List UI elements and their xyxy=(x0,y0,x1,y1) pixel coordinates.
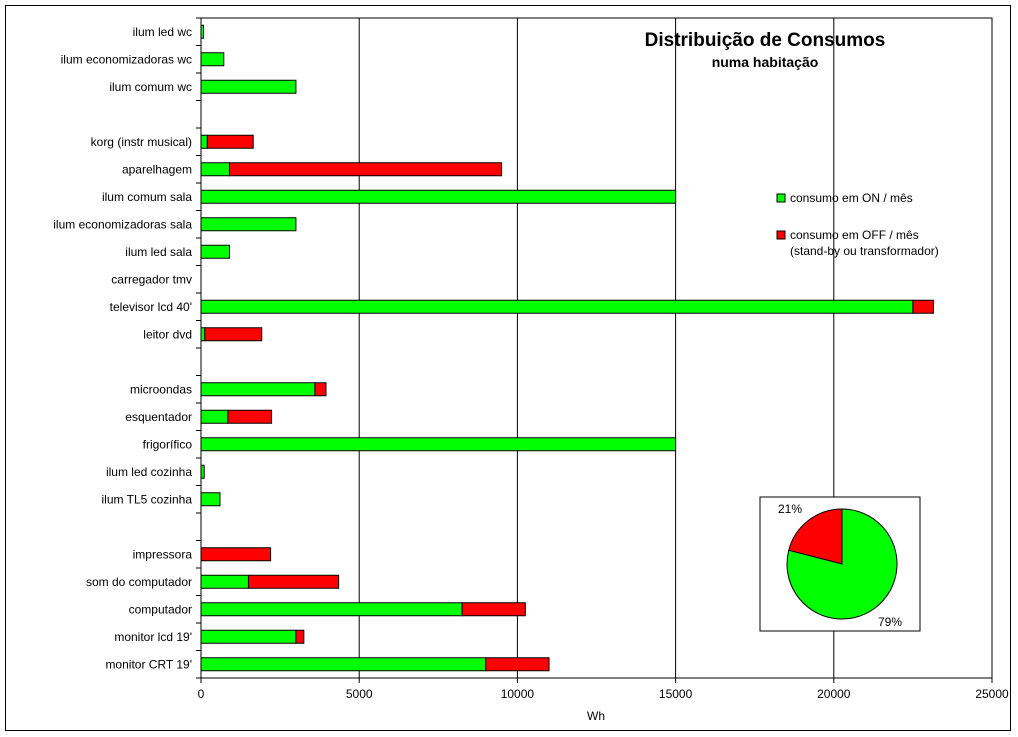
bar-off xyxy=(204,327,263,342)
bar-on xyxy=(200,24,205,39)
y-category-label: carregador tmv xyxy=(111,272,192,286)
bar-off xyxy=(200,547,272,562)
y-category-label: monitor lcd 19' xyxy=(114,630,192,644)
x-tick-label: 20000 xyxy=(817,687,851,701)
x-axis-label: Wh xyxy=(587,709,605,723)
y-category-label: computador xyxy=(129,602,192,616)
y-category-label: ilum TL5 cozinha xyxy=(102,492,193,506)
bar-off xyxy=(206,134,254,149)
bar-on xyxy=(200,382,316,397)
chart-frame: ilum led wc ilum economizadoras wc ilum co… xyxy=(5,5,1011,731)
consumption-chart: ilum led wc ilum economizadoras wc ilum co… xyxy=(53,17,1009,723)
pie-chart: 21% 79% xyxy=(759,496,921,632)
y-category-label: ilum comum wc xyxy=(109,80,192,94)
y-category-label: impressora xyxy=(133,547,193,561)
bar-on xyxy=(200,327,206,342)
bar-on xyxy=(200,162,230,177)
legend-label-off: consumo em OFF / mês xyxy=(790,228,919,242)
y-category-label: esquentador xyxy=(125,410,192,424)
bar-on xyxy=(200,409,229,424)
y-category-label: leitor dvd xyxy=(143,327,192,341)
bar-off xyxy=(912,299,934,314)
bar-on xyxy=(200,602,463,617)
y-category-label: aparelhagem xyxy=(122,162,192,176)
bar-off xyxy=(461,602,526,617)
y-category-label: televisor lcd 40' xyxy=(110,300,192,314)
x-tick-label: 5000 xyxy=(346,687,373,701)
gridlines xyxy=(358,18,835,678)
bar-on xyxy=(200,629,297,644)
x-tick-label: 15000 xyxy=(659,687,693,701)
bar-off xyxy=(295,629,305,644)
pie-slice-off xyxy=(788,508,843,565)
bar-on xyxy=(200,52,225,67)
y-category-label: monitor CRT 19' xyxy=(105,657,192,671)
x-axis: 0 5000 10000 15000 20000 25000 xyxy=(198,678,1009,701)
bar-on xyxy=(200,464,205,479)
pie-label-off: 21% xyxy=(778,502,802,516)
bar-on xyxy=(200,134,208,149)
y-category-label: som do computador xyxy=(86,575,192,589)
legend-label-on: consumo em ON / mês xyxy=(790,191,913,205)
chart-subtitle: numa habitação xyxy=(712,54,819,70)
bar-off xyxy=(314,382,327,397)
y-category-label: ilum led cozinha xyxy=(106,465,192,479)
y-category-label: ilum led sala xyxy=(125,245,192,259)
chart-title: Distribuição de Consumos xyxy=(645,30,886,51)
y-category-label: korg (instr musical) xyxy=(91,135,192,149)
bar-off xyxy=(247,574,340,589)
x-tick-label: 25000 xyxy=(975,687,1009,701)
bar-on xyxy=(200,79,297,94)
bar-on xyxy=(200,657,487,672)
y-category-label: ilum comum sala xyxy=(102,190,192,204)
y-category-label: ilum economizadoras wc xyxy=(61,52,192,66)
y-category-label: ilum economizadoras sala xyxy=(53,217,192,231)
bar-on xyxy=(200,299,914,314)
x-tick-label: 0 xyxy=(198,687,205,701)
bars xyxy=(200,24,934,672)
pie-slice-on xyxy=(786,508,898,620)
bar-off xyxy=(485,657,550,672)
y-category-label: frigorífico xyxy=(143,437,193,451)
bar-on xyxy=(200,437,677,452)
bar-on xyxy=(200,244,230,259)
bar-on xyxy=(200,492,221,507)
legend-swatch-on xyxy=(776,193,786,203)
x-tick-label: 10000 xyxy=(501,687,535,701)
bar-off xyxy=(228,162,503,177)
bar-on xyxy=(200,189,677,204)
legend-label-off-note: (stand-by ou transformador) xyxy=(790,244,939,258)
bar-off xyxy=(227,409,273,424)
bar-on xyxy=(200,217,297,232)
pie-label-on: 79% xyxy=(878,615,902,629)
y-axis: ilum led wc ilum economizadoras wc ilum co… xyxy=(53,17,201,679)
bar-on xyxy=(200,574,249,589)
y-category-label: microondas xyxy=(130,382,192,396)
y-category-label: ilum led wc xyxy=(133,25,192,39)
legend: consumo em ON / mês consumo em OFF / mês… xyxy=(776,191,939,258)
legend-swatch-off xyxy=(776,230,786,240)
